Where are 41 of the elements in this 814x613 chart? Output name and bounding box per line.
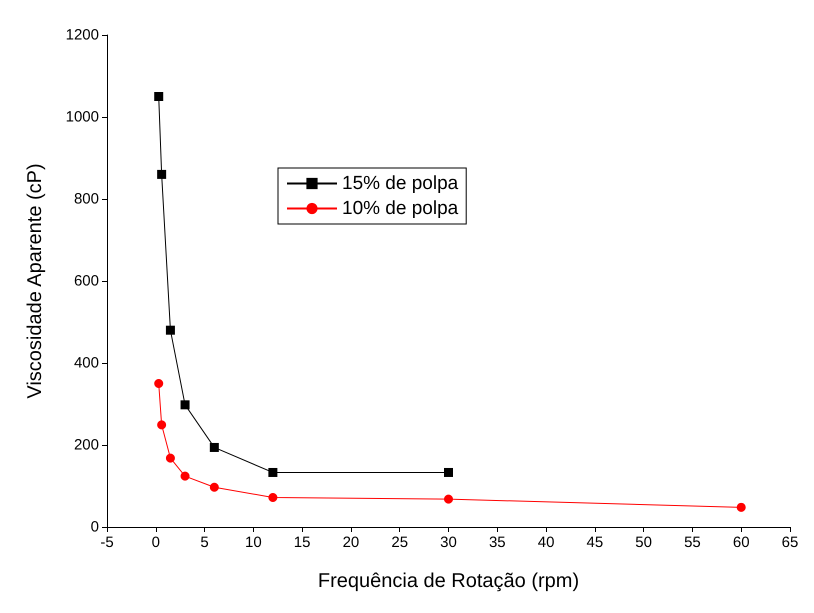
x-tick-label: 60 <box>732 534 750 551</box>
x-tick-label: 5 <box>200 534 209 551</box>
point <box>210 482 219 492</box>
x-tick-label: 10 <box>245 534 262 551</box>
y-tick-label: 1000 <box>66 108 99 126</box>
x-tick-label: 65 <box>782 534 798 551</box>
y-axis-title: Viscosidade Aparente (cP) <box>24 163 46 399</box>
point <box>210 442 219 452</box>
x-tick-label: 20 <box>342 534 360 551</box>
point <box>154 379 164 388</box>
x-axis-title: Frequência de Rotação (rpm) <box>318 570 580 592</box>
point <box>154 92 164 101</box>
y-tick-label: 400 <box>74 354 99 372</box>
x-tick-label: 40 <box>538 534 554 551</box>
x-tick-label: 35 <box>488 534 506 551</box>
x-tick-label: 30 <box>440 534 457 551</box>
x-tick-label: 15 <box>294 534 310 551</box>
x-tick-label: 50 <box>635 534 652 551</box>
x-tick-label: 45 <box>586 534 604 551</box>
y-tick-label: 600 <box>74 272 99 290</box>
legend-label: 15% de polpa <box>342 173 459 194</box>
y-tick-label: 0 <box>90 518 99 536</box>
point <box>180 472 190 481</box>
point <box>157 170 166 179</box>
x-tick-label: -5 <box>100 534 114 551</box>
x-tick-label: 55 <box>684 534 701 551</box>
y-tick-label: 800 <box>74 190 99 208</box>
y-tick-label: 200 <box>74 436 99 454</box>
point <box>268 492 278 502</box>
point <box>180 400 190 410</box>
legend-label: 10% de polpa <box>342 198 459 219</box>
point <box>268 468 278 477</box>
point <box>736 502 746 512</box>
y-tick-label: 1200 <box>66 26 99 44</box>
point <box>166 454 175 463</box>
point <box>157 420 166 430</box>
x-tick-label: 25 <box>391 534 408 551</box>
point <box>444 468 453 477</box>
x-tick-label: 0 <box>152 534 160 551</box>
point <box>444 494 453 504</box>
point <box>166 326 175 335</box>
